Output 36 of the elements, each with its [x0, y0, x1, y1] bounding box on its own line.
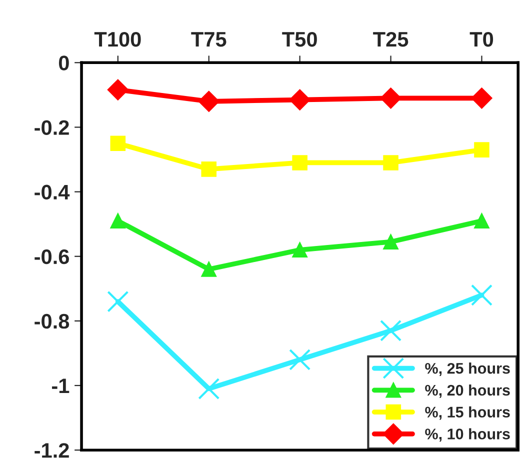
y-tick-label: -1 [52, 378, 70, 394]
y-tick-label: -1.2 [34, 443, 69, 458]
y-tick-label: -0.4 [34, 184, 70, 200]
x-tick-label: T100 [94, 32, 141, 47]
point [289, 348, 311, 370]
point [107, 290, 129, 312]
y-tick-label: 0 [58, 56, 69, 70]
point [292, 155, 308, 170]
legend-label: %, 10 hours [425, 428, 510, 442]
point [201, 162, 217, 177]
point [471, 88, 492, 109]
point [198, 378, 220, 400]
point [292, 242, 308, 258]
y-tick-label: -0.6 [34, 249, 69, 264]
point [110, 213, 126, 228]
legend-label: %, 25 hours [425, 362, 510, 376]
point [383, 155, 398, 170]
x-tick-label: T50 [282, 32, 317, 47]
point [380, 88, 402, 109]
x-tick-label: T25 [373, 32, 408, 47]
point [470, 284, 492, 306]
point [380, 320, 402, 342]
point [198, 90, 220, 112]
point [474, 213, 490, 228]
point [110, 136, 126, 151]
point [289, 89, 310, 110]
y-tick-label: -0.2 [34, 120, 69, 135]
point [201, 262, 217, 277]
legend-label: %, 15 hours [425, 406, 510, 420]
point [383, 234, 398, 250]
point [107, 79, 128, 100]
x-tick-label: T75 [191, 32, 226, 47]
x-tick-label: T0 [470, 32, 494, 47]
legend-label: %, 20 hours [425, 384, 510, 398]
y-tick-label: -0.8 [34, 314, 70, 329]
point [474, 142, 490, 158]
